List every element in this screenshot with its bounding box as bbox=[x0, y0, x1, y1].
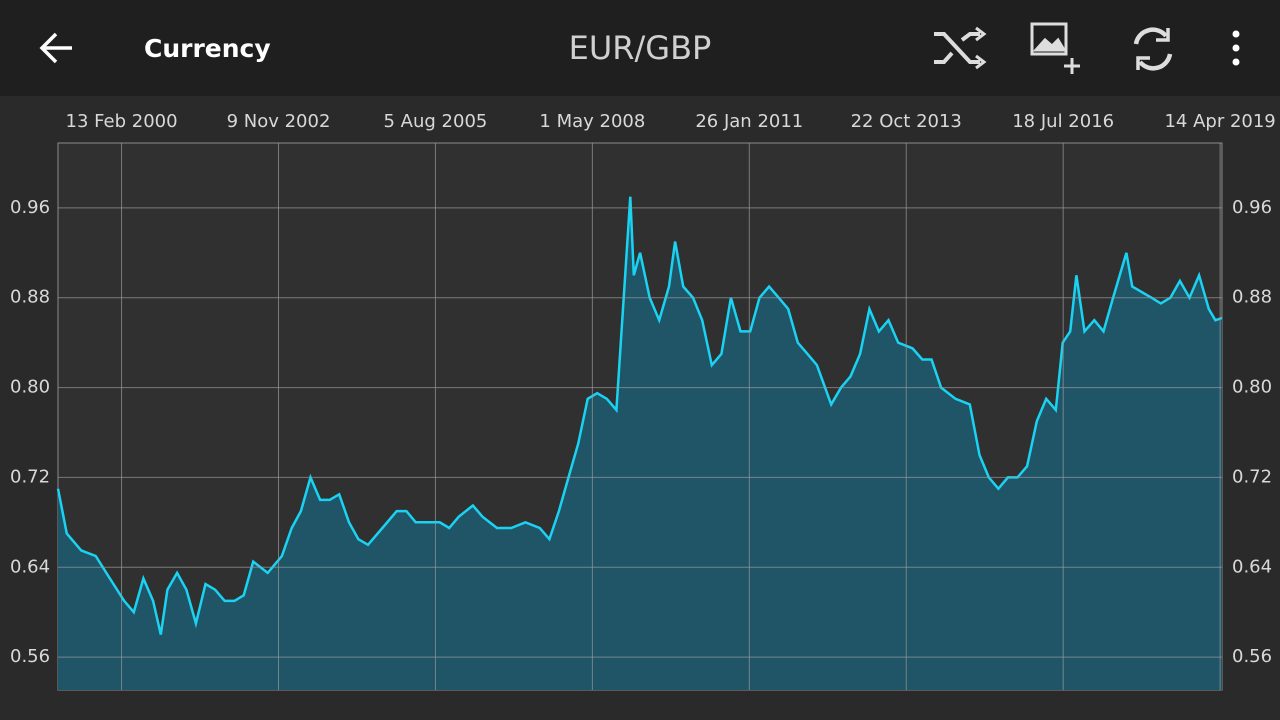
y-tick-label: 0.72 bbox=[10, 466, 50, 487]
y-tick-label: 0.88 bbox=[10, 287, 50, 308]
y-tick-label: 0.80 bbox=[10, 377, 50, 398]
x-tick-label: 26 Jan 2011 bbox=[695, 111, 803, 132]
x-tick-label: 9 Nov 2002 bbox=[227, 111, 331, 132]
y-tick-label: 0.96 bbox=[1232, 197, 1272, 218]
y-tick-label: 0.80 bbox=[1232, 377, 1272, 398]
rate-line bbox=[56, 196, 1223, 635]
area-fill bbox=[58, 196, 1222, 690]
refresh-button[interactable] bbox=[1133, 27, 1173, 71]
x-tick-label: 5 Aug 2005 bbox=[384, 111, 488, 132]
pair-title: EUR/GBP bbox=[569, 29, 712, 67]
y-tick-label: 0.64 bbox=[1232, 556, 1272, 577]
add-image-button[interactable] bbox=[1030, 22, 1080, 74]
y-tick-label: 0.88 bbox=[1232, 287, 1272, 308]
back-button[interactable] bbox=[39, 32, 72, 64]
y-tick-label: 0.56 bbox=[1232, 646, 1272, 667]
shuffle-button[interactable] bbox=[934, 26, 987, 70]
x-tick-label: 18 Jul 2016 bbox=[1012, 111, 1114, 132]
y-tick-label: 0.56 bbox=[10, 646, 50, 667]
x-tick-label: 1 May 2008 bbox=[539, 111, 645, 132]
y-tick-label: 0.72 bbox=[1232, 466, 1272, 487]
x-tick-label: 22 Oct 2013 bbox=[851, 111, 962, 132]
x-tick-label: 14 Apr 2019 bbox=[1164, 111, 1275, 132]
menu-button[interactable] bbox=[1232, 30, 1240, 66]
y-tick-label: 0.64 bbox=[10, 556, 50, 577]
y-tick-label: 0.96 bbox=[10, 197, 50, 218]
x-tick-label: 13 Feb 2000 bbox=[66, 111, 178, 132]
section-label: Currency bbox=[144, 34, 271, 63]
